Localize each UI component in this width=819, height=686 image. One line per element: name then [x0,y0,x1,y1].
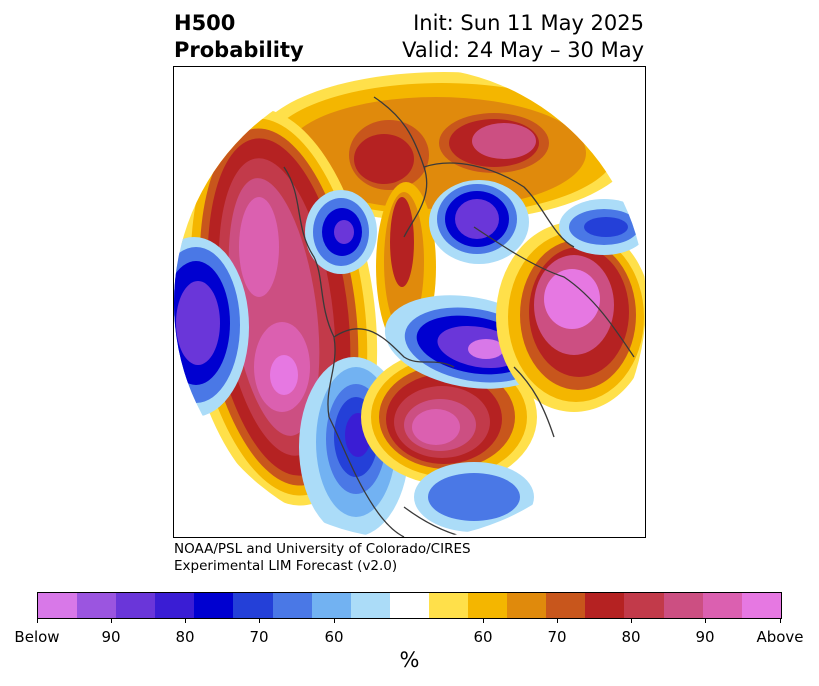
colorbar-cell [116,593,156,618]
credit-line-2: Experimental LIM Forecast (v2.0) [174,558,398,574]
anomaly-kamchatka-below [174,237,249,417]
map-panel [173,66,646,538]
colorbar-tick-mark [780,618,781,623]
colorbar-cell [233,593,273,618]
colorbar-unit: % [399,648,420,672]
colorbar-tick-mark [483,618,484,623]
colorbar-cell [155,593,195,618]
colorbar-tick-label: 80 [175,628,195,646]
colorbar-cell [38,593,78,618]
init-date: Init: Sun 11 May 2025 [413,11,644,35]
colorbar-cell [468,593,508,618]
anomaly-alaska-below [305,190,377,274]
anomaly-atlantic-below [414,462,534,532]
colorbar-tick-mark [557,618,558,623]
colorbar-cell [585,593,625,618]
colorbar-cell [741,593,781,618]
colorbar-tick-mark [185,618,186,623]
colorbar-cell [311,593,351,618]
colorbar-tick-mark [631,618,632,623]
colorbar-cell [194,593,234,618]
colorbar-cell [350,593,390,618]
title-block-right: Init: Sun 11 May 2025 Valid: 24 May – 30… [402,10,644,64]
colorbar-cell [624,593,664,618]
title-product: Probability [174,38,304,62]
colorbar-cell [272,593,312,618]
colorbar-tick-label: Above [756,628,804,646]
anomaly-europe-above [496,222,645,412]
colorbar-tick-mark [334,618,335,623]
credit-block: NOAA/PSL and University of Colorado/CIRE… [174,541,471,575]
probability-map [174,67,645,537]
colorbar-cell [546,593,586,618]
anomaly-siberia-below [429,180,529,264]
colorbar-cell [389,593,429,618]
title-variable: H500 [174,11,236,35]
colorbar-cell [428,593,469,618]
credit-line-1: NOAA/PSL and University of Colorado/CIRE… [174,541,471,557]
colorbar-cell [663,593,703,618]
colorbar-tick-label: 60 [324,628,344,646]
colorbar-cell [507,593,547,618]
colorbar-tick-mark [111,618,112,623]
colorbar-tick-label: 90 [101,628,121,646]
anomaly-east-na-above [361,349,537,485]
colorbar-cell [702,593,742,618]
colorbar-tick-mark [705,618,706,623]
colorbar-tick-label: 70 [547,628,567,646]
anomaly-barents-below [559,199,645,255]
colorbar-cell [77,593,117,618]
colorbar-tick-label: 90 [695,628,715,646]
colorbar-tick-mark [37,618,38,623]
title-block-left: H500 Probability [174,10,304,64]
colorbar-tick-label: 80 [621,628,641,646]
colorbar-tick-mark [259,618,260,623]
colorbar-tick-label: 60 [473,628,493,646]
colorbar [37,592,782,619]
valid-range: Valid: 24 May – 30 May [402,38,644,62]
colorbar-tick-label: Below [14,628,60,646]
anomaly-greenland-above [254,72,634,222]
coastlines [283,96,635,537]
colorbar-tick-label: 70 [249,628,269,646]
